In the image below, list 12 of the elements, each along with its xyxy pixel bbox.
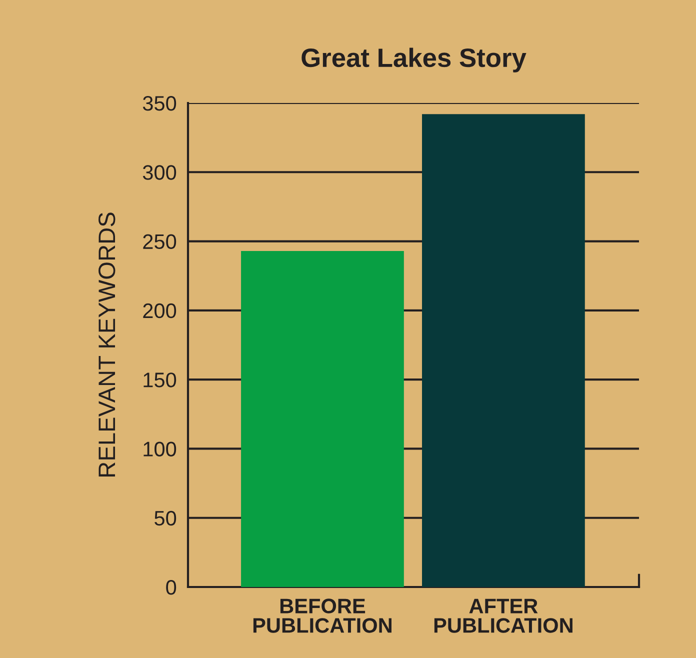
y-tick-label: 250 [143, 234, 176, 250]
y-tick-label: 350 [142, 96, 176, 111]
x-tick-label: AFTER PUBLICATION [434, 598, 572, 633]
y-axis-title: RELEVANT KEYWORDS [98, 212, 116, 476]
y-tick-label: 100 [144, 442, 176, 456]
chart-title: Great Lakes Story [302, 48, 526, 72]
x-tick-label: BEFORE PUBLICATION [253, 598, 392, 633]
y-tick-label: 50 [154, 510, 176, 526]
y-tick-label: 150 [144, 372, 176, 388]
y-tick-label: 0 [166, 580, 176, 595]
y-tick-label: 200 [143, 303, 176, 318]
y-tick-label: 300 [142, 165, 176, 180]
